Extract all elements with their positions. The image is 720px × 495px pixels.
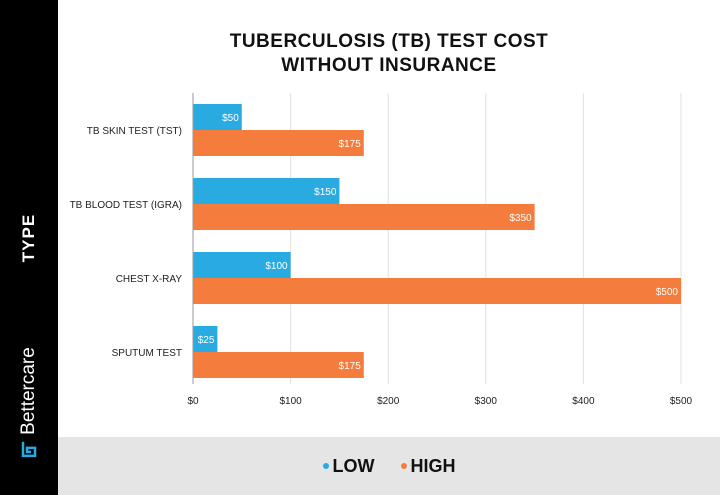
sidebar: TYPE Bettercare (0, 0, 58, 495)
brand-logo: Bettercare (18, 347, 40, 458)
bar-low (193, 178, 340, 204)
chart-title-line-2: WITHOUT INSURANCE (281, 55, 497, 76)
legend-swatch-high (400, 463, 407, 469)
data-label: $50 (222, 113, 239, 124)
x-tick-label: $300 (475, 396, 498, 407)
legend: LOW HIGH (58, 437, 720, 495)
bar-high (193, 130, 364, 156)
category-label: SPUTUM TEST (112, 348, 182, 359)
data-label: $25 (198, 335, 215, 346)
data-label: $175 (339, 139, 362, 150)
data-label: $350 (509, 213, 532, 224)
category-label: CHEST X-RAY (116, 274, 183, 285)
legend-item-low: LOW (322, 455, 375, 477)
x-tick-label: $500 (670, 396, 693, 407)
x-tick-label: $200 (377, 396, 400, 407)
legend-label-low: LOW (332, 455, 375, 476)
data-label: $150 (314, 187, 337, 198)
bar-high (193, 278, 681, 304)
x-tick-label: $100 (279, 396, 302, 407)
category-label: TB SKIN TEST (TST) (87, 126, 182, 137)
bar-low (193, 104, 242, 130)
bettercare-logo-icon (21, 441, 37, 458)
legend-label-high: HIGH (410, 455, 456, 476)
bar-chart: $0 $100 $200 $300 $400 $500 $50 $175 TB SKIN TES… (70, 93, 693, 407)
bar-low (193, 326, 218, 352)
legend-item-high: HIGH (400, 455, 456, 477)
data-label: $175 (339, 361, 362, 372)
data-label: $500 (656, 287, 679, 298)
bar-low (193, 252, 291, 278)
x-tick-label: $0 (187, 396, 199, 407)
data-label: $100 (265, 261, 288, 272)
category-label: TB BLOOD TEST (IGRA) (70, 200, 182, 211)
legend-swatch-low (322, 463, 329, 469)
chart-title: TUBERCULOSIS (TB) TEST COST WITHOUT INSU… (58, 30, 720, 78)
x-tick-label: $400 (572, 396, 595, 407)
bar-high (193, 352, 364, 378)
chart-title-line-1: TUBERCULOSIS (TB) TEST COST (229, 31, 549, 52)
bar-high (193, 204, 535, 230)
